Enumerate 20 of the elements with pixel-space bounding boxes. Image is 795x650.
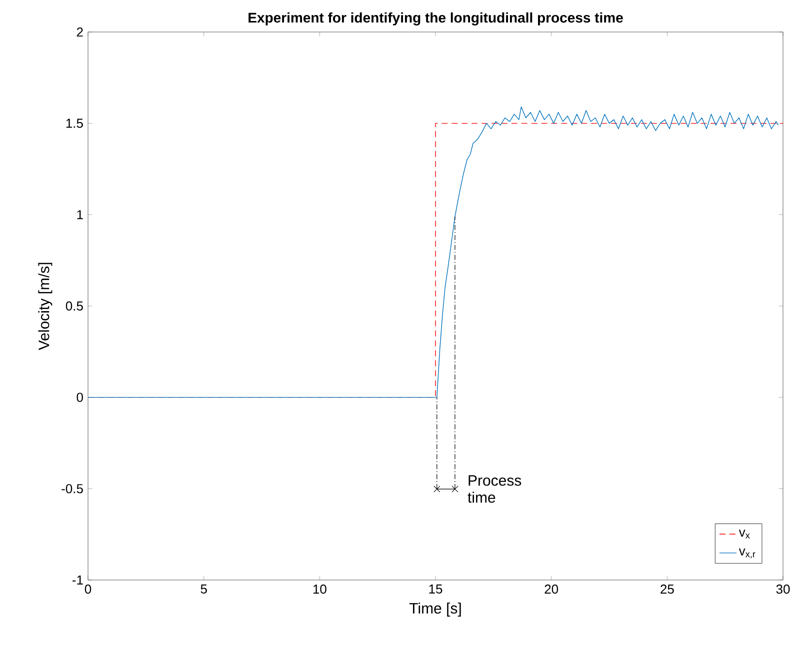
y-tick-label: 0.5 — [66, 301, 83, 311]
legend-label: v$_{x,r}$ — [738, 548, 756, 558]
y-tick-label: -1 — [72, 576, 83, 584]
y-axis-title: Velocity [m/s] — [38, 262, 52, 350]
x-tick-label: 30 — [776, 584, 790, 594]
y-tick-label: 1 — [77, 210, 83, 220]
y-tick-label: -0.5 — [62, 484, 83, 494]
legend-label: v$_{x}$ — [738, 530, 750, 538]
x-axis-title: Time [s] — [409, 602, 461, 617]
x-tick-label: 25 — [660, 584, 674, 594]
y-tick-label: 2 — [76, 27, 83, 37]
x-tick-label: 20 — [544, 584, 558, 594]
x-tick-label: 5 — [200, 584, 207, 594]
y-tick-label: 1.5 — [66, 118, 83, 128]
annotation: Process time — [468, 475, 522, 503]
y-tick-label: 0 — [76, 392, 83, 402]
x-tick-label: 10 — [313, 584, 326, 594]
chart-title: Experiment for identifying the longitudinall process time — [248, 12, 623, 26]
x-tick-label: 0 — [84, 584, 92, 594]
x-tick-label: 15 — [429, 584, 442, 594]
